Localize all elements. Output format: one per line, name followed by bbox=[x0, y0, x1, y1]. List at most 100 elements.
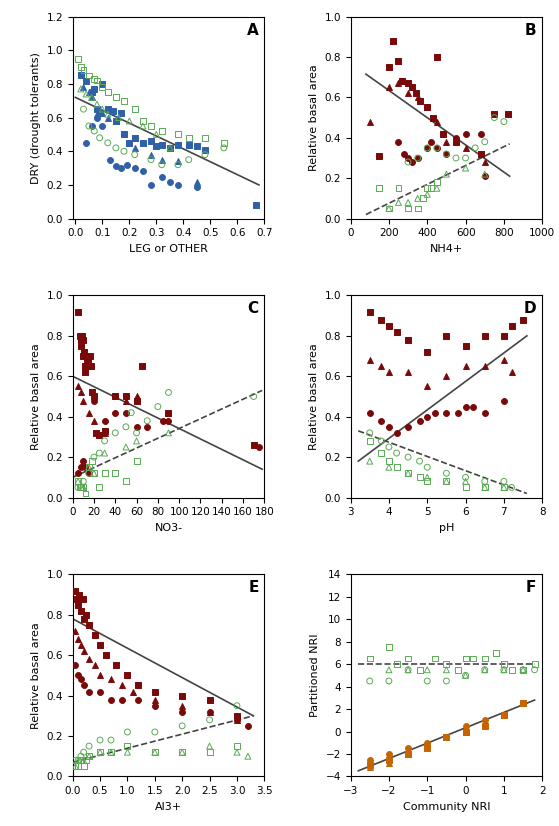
Point bbox=[92, 111, 101, 124]
Point bbox=[385, 81, 394, 94]
Point bbox=[519, 697, 528, 710]
Point bbox=[385, 420, 394, 434]
Point bbox=[79, 333, 88, 346]
Point bbox=[123, 725, 132, 738]
Point bbox=[432, 115, 441, 128]
Point bbox=[74, 475, 83, 488]
Point bbox=[82, 355, 91, 368]
Point bbox=[164, 426, 173, 439]
Point bbox=[77, 339, 86, 353]
Point bbox=[123, 669, 132, 682]
Point bbox=[377, 447, 386, 460]
Point bbox=[452, 131, 461, 145]
Point bbox=[120, 94, 129, 107]
Point bbox=[77, 481, 86, 494]
Point bbox=[178, 719, 187, 733]
Point bbox=[84, 750, 93, 763]
Y-axis label: Relative basal area: Relative basal area bbox=[31, 622, 41, 729]
Point bbox=[120, 145, 129, 158]
Point bbox=[84, 467, 93, 480]
Point bbox=[385, 60, 394, 74]
Point bbox=[87, 86, 96, 99]
Point bbox=[121, 406, 130, 420]
Point bbox=[499, 475, 508, 488]
Point bbox=[404, 151, 413, 164]
Point bbox=[219, 141, 228, 154]
Point bbox=[377, 434, 386, 448]
Point bbox=[120, 128, 129, 141]
Point bbox=[415, 454, 424, 468]
Point bbox=[442, 730, 451, 743]
Point bbox=[453, 406, 462, 420]
Point bbox=[423, 141, 432, 154]
Point bbox=[205, 713, 214, 726]
Point bbox=[71, 658, 80, 672]
Point bbox=[74, 753, 83, 767]
Point bbox=[429, 111, 438, 124]
Point bbox=[413, 91, 422, 104]
Point bbox=[423, 742, 432, 755]
Point bbox=[442, 330, 451, 343]
Point bbox=[90, 72, 99, 85]
Point bbox=[157, 170, 166, 183]
Point bbox=[79, 481, 88, 494]
Point bbox=[442, 370, 451, 383]
Point bbox=[519, 663, 528, 676]
Point bbox=[146, 178, 155, 192]
Point bbox=[95, 481, 104, 494]
Point bbox=[81, 366, 90, 379]
X-axis label: pH: pH bbox=[439, 523, 454, 533]
Text: E: E bbox=[248, 581, 259, 596]
Point bbox=[404, 748, 413, 761]
Point bbox=[87, 386, 96, 399]
Point bbox=[74, 467, 83, 480]
Point bbox=[385, 641, 394, 654]
Point bbox=[150, 725, 159, 738]
Point bbox=[79, 746, 88, 759]
Point bbox=[404, 420, 413, 434]
Point bbox=[77, 750, 86, 763]
Point bbox=[432, 141, 441, 154]
Point bbox=[205, 705, 214, 719]
Point bbox=[480, 716, 489, 729]
Point bbox=[92, 97, 101, 111]
Point bbox=[92, 426, 101, 439]
Point bbox=[249, 390, 258, 403]
Point bbox=[423, 736, 432, 749]
Point bbox=[480, 155, 489, 169]
Point bbox=[157, 153, 166, 166]
Point bbox=[219, 136, 228, 150]
Point bbox=[117, 679, 126, 692]
Point bbox=[442, 475, 451, 488]
Point bbox=[146, 148, 155, 161]
Point bbox=[132, 426, 141, 439]
Point bbox=[461, 652, 470, 665]
Point bbox=[415, 95, 424, 108]
Point bbox=[392, 325, 401, 339]
Point bbox=[415, 414, 424, 427]
Point bbox=[79, 102, 88, 116]
Point bbox=[79, 64, 88, 77]
Y-axis label: Relative basal area: Relative basal area bbox=[309, 343, 319, 450]
Point bbox=[394, 196, 403, 209]
Point bbox=[178, 705, 187, 719]
Point bbox=[205, 746, 214, 759]
Point bbox=[100, 447, 109, 460]
Point bbox=[130, 162, 139, 175]
Point bbox=[499, 330, 508, 343]
Point bbox=[96, 733, 105, 747]
X-axis label: NO3-: NO3- bbox=[154, 523, 183, 533]
Point bbox=[89, 450, 98, 463]
Point bbox=[79, 644, 88, 657]
Point bbox=[107, 693, 116, 706]
Point bbox=[365, 761, 374, 774]
Point bbox=[519, 663, 528, 676]
Y-axis label: Relative basal area: Relative basal area bbox=[309, 64, 319, 171]
Point bbox=[134, 693, 143, 706]
Text: C: C bbox=[248, 301, 259, 316]
Point bbox=[84, 461, 93, 474]
Point bbox=[100, 467, 109, 480]
Point bbox=[461, 725, 470, 738]
Point bbox=[103, 111, 112, 124]
Point bbox=[480, 652, 489, 665]
